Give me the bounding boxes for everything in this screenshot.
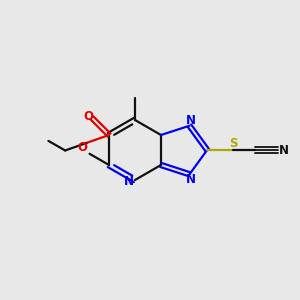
Text: S: S <box>229 137 238 150</box>
Text: N: N <box>123 175 134 188</box>
Text: N: N <box>186 114 196 127</box>
Text: O: O <box>83 110 93 123</box>
Text: O: O <box>78 141 88 154</box>
Text: N: N <box>186 173 196 186</box>
Text: N: N <box>279 143 289 157</box>
